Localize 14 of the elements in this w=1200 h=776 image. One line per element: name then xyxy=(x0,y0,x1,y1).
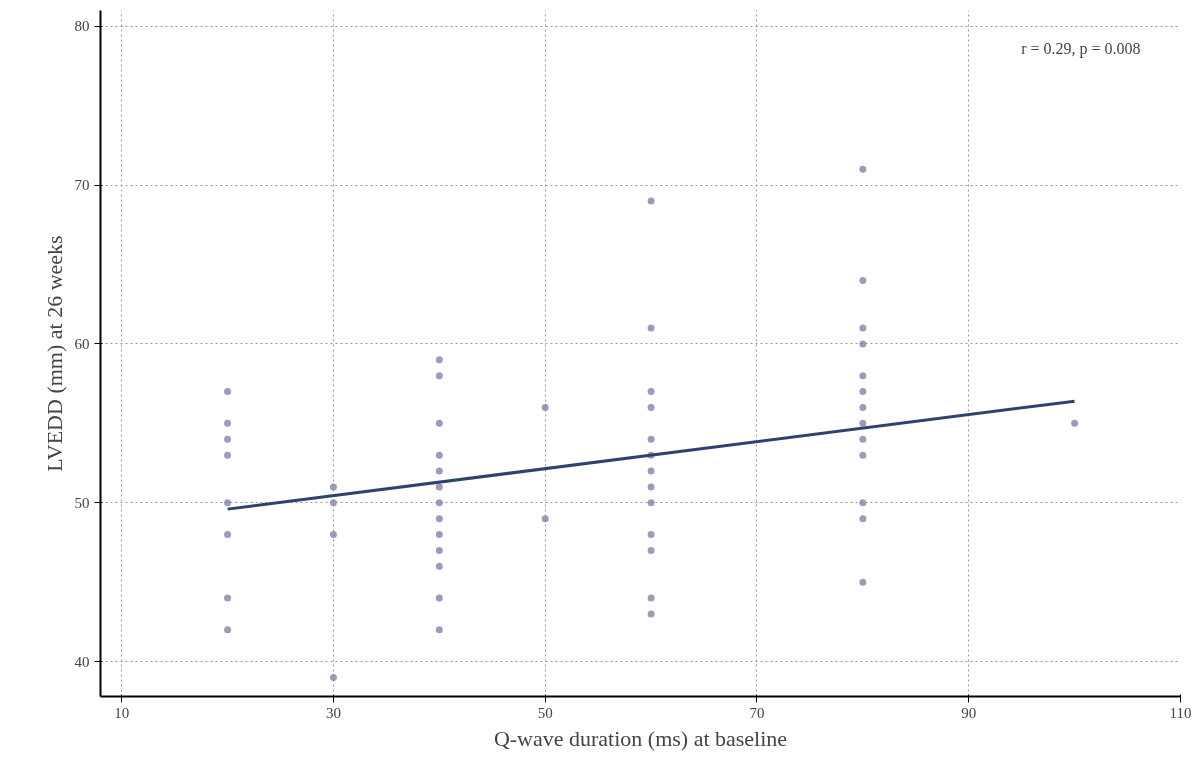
x-axis-title: Q-wave duration (ms) at baseline xyxy=(493,725,788,751)
x-tick-label: 30 xyxy=(325,704,341,721)
y-tick-label: 50 xyxy=(74,494,90,511)
x-tick-label: 70 xyxy=(749,704,765,721)
y-tick-label: 40 xyxy=(74,653,90,670)
y-axis-title: LVEDD (mm) at 26 weeks xyxy=(41,235,67,472)
y-tick-label: 60 xyxy=(74,335,90,352)
y-tick-label: 70 xyxy=(74,177,90,194)
x-tick-label: 90 xyxy=(961,704,977,721)
y-tick-label: 80 xyxy=(74,18,90,35)
x-tick-label: 50 xyxy=(537,704,553,721)
x-tick-label: 110 xyxy=(1169,704,1192,721)
annotation: r = 0.29, p = 0.008 xyxy=(1021,39,1141,58)
x-tick-label: 10 xyxy=(114,704,130,721)
